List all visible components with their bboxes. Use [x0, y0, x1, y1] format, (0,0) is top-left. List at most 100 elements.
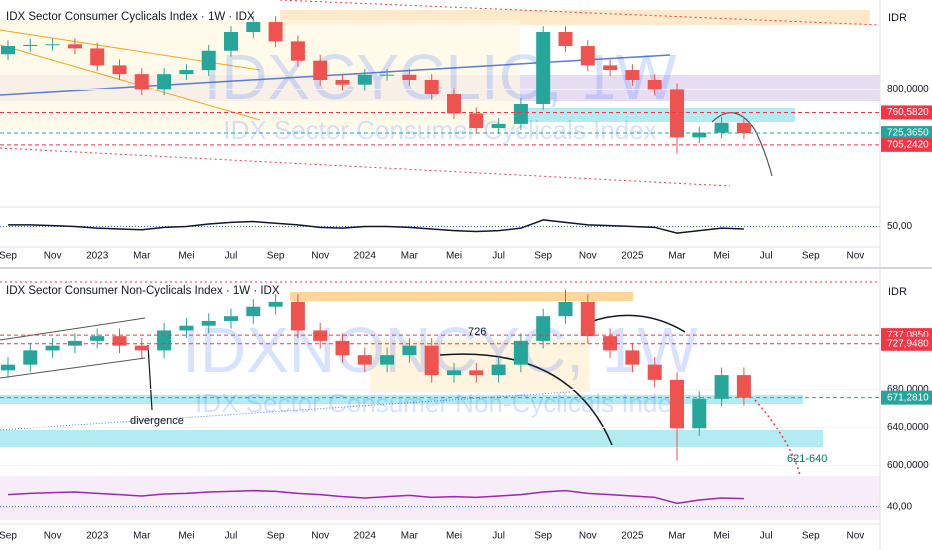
zone [0, 430, 823, 447]
candle-body [380, 355, 395, 365]
x-tick-label: Nov [847, 251, 865, 262]
candle-body [45, 44, 60, 46]
arrow [147, 344, 153, 411]
x-tick-label: 2025 [621, 251, 644, 262]
x-tick-label: Jul [760, 531, 773, 542]
candle-body [692, 398, 707, 429]
x-tick-label: Jul [492, 531, 505, 542]
candle-body [469, 113, 484, 128]
zone [0, 20, 520, 130]
x-tick-label: Mar [668, 531, 686, 542]
candle-body [513, 340, 528, 365]
candle-body [45, 345, 60, 351]
y-tick-label: 50,00 [887, 221, 912, 232]
candle-body [112, 65, 127, 75]
candle-body [246, 22, 261, 32]
x-tick-label: Sep [267, 531, 285, 542]
watermark-subtitle: IDX Sector Consumer Non-Cyclicals Index [195, 388, 685, 418]
x-tick-label: Nov [847, 531, 865, 542]
channel [0, 357, 146, 379]
chart-title: IDX Sector Consumer Non-Cyclicals Index … [6, 285, 280, 297]
candle-body [558, 32, 573, 47]
y-tick-label: 600,0000 [887, 460, 929, 471]
x-tick-label: Mar [401, 531, 419, 542]
candle-body [246, 306, 261, 317]
candle-body [134, 345, 149, 351]
x-tick-label: Mei [714, 531, 730, 542]
candle-body [179, 325, 194, 331]
x-tick-label: Mei [714, 251, 730, 262]
candle-body [670, 89, 684, 138]
candle-body [1, 364, 15, 371]
x-tick-label: Sep [534, 251, 552, 262]
x-tick-label: Mei [178, 251, 194, 262]
x-tick-label: 2023 [86, 531, 109, 542]
candle-body [157, 330, 172, 351]
channel [0, 317, 146, 341]
currency: IDR [888, 12, 907, 24]
indicator-line [8, 219, 744, 234]
price-tag [881, 137, 932, 152]
trendline [0, 147, 731, 187]
candle-body [491, 123, 506, 128]
x-tick-label: Nov [579, 251, 597, 262]
y-tick-label: 40,00 [887, 501, 912, 512]
candle-body [625, 350, 640, 365]
y-tick-label: 800,0000 [887, 84, 929, 95]
x-tick-label: Nov [579, 531, 597, 542]
price-tag-label: 737,0850 [887, 330, 929, 341]
y-tick-label: 680,0000 [887, 384, 929, 395]
candle-body [201, 320, 216, 326]
price-tag [881, 336, 932, 351]
candle-body [357, 355, 372, 365]
candle-body [90, 48, 105, 66]
zone [0, 395, 803, 404]
candle-body [447, 94, 461, 114]
candle-body [179, 70, 194, 75]
trendline [0, 54, 671, 96]
candle-body [290, 41, 305, 61]
x-tick-label: Jul [760, 251, 773, 262]
candle-body [603, 336, 618, 351]
candle-body [112, 336, 127, 346]
y-tick-label: 640,0000 [887, 422, 929, 433]
candle-body [536, 316, 551, 341]
candle-body [603, 65, 618, 71]
candle-body [714, 375, 729, 399]
price-tag-label: 705,2420 [887, 139, 929, 150]
candle-body [335, 80, 350, 85]
candle-body [335, 340, 350, 356]
candle-body [692, 132, 707, 138]
price-axis [880, 0, 932, 550]
x-tick-label: Mei [446, 251, 462, 262]
candle-body [558, 301, 573, 317]
chart-title: IDX Sector Consumer Cyclicals Index · 1W… [6, 11, 255, 23]
x-tick-label: Mar [668, 251, 686, 262]
price-tag [881, 390, 932, 405]
arrow [754, 399, 801, 476]
arrow [589, 314, 686, 333]
zone [290, 292, 633, 301]
x-tick-label: Nov [311, 251, 329, 262]
x-tick-label: Nov [44, 251, 62, 262]
x-tick-label: Sep [0, 531, 17, 542]
x-tick-label: Sep [802, 531, 820, 542]
x-tick-label: Sep [802, 251, 820, 262]
watermark: IDXNONCYC, 1W [182, 314, 698, 386]
candle-body [736, 122, 751, 134]
candle-body [23, 350, 38, 365]
x-tick-label: Sep [267, 251, 285, 262]
candle-body [580, 46, 595, 66]
candle-body [224, 316, 238, 321]
candle-body [536, 32, 551, 104]
candle-body [513, 104, 528, 124]
candle-body [268, 301, 283, 307]
candle-body [23, 44, 38, 47]
watermark-subtitle: IDX Sector Consumer Cyclicals Index [223, 115, 656, 145]
price-tag [881, 105, 932, 120]
annotation: 621-640 [787, 453, 827, 465]
candle-body [402, 74, 417, 80]
candle-body [714, 122, 729, 133]
